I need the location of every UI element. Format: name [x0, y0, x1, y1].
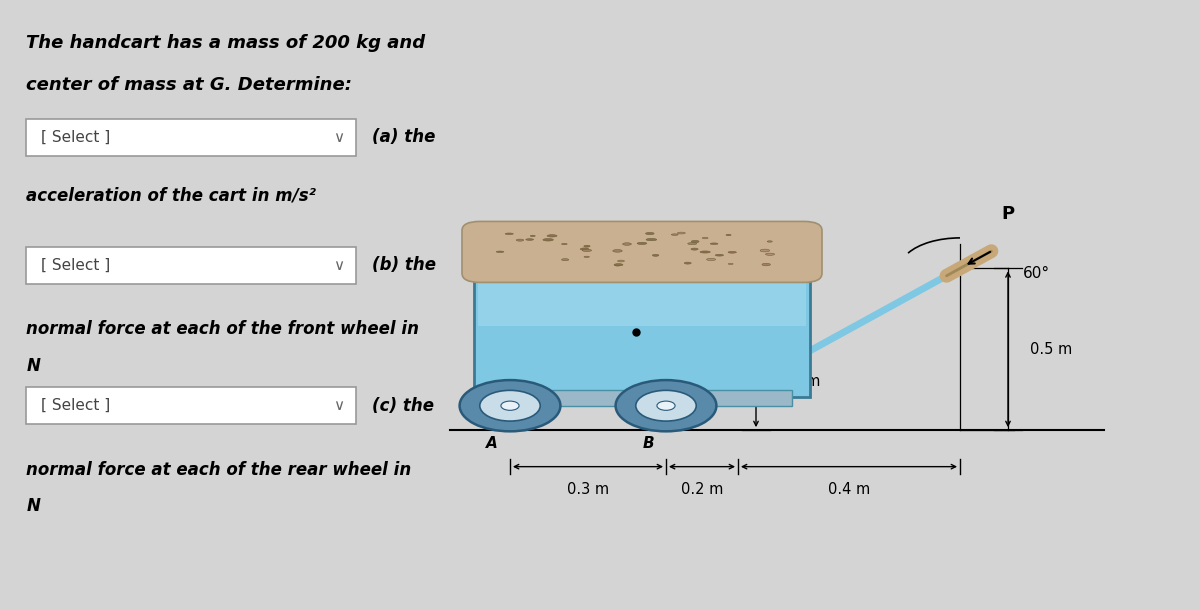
- Ellipse shape: [547, 235, 557, 237]
- Circle shape: [616, 380, 716, 431]
- Text: G: G: [600, 323, 614, 342]
- Ellipse shape: [715, 254, 724, 256]
- Text: 0.2 m: 0.2 m: [778, 374, 820, 389]
- FancyBboxPatch shape: [492, 390, 792, 406]
- Circle shape: [480, 390, 540, 421]
- Ellipse shape: [762, 264, 770, 266]
- Ellipse shape: [614, 265, 620, 266]
- Ellipse shape: [623, 243, 631, 245]
- FancyBboxPatch shape: [462, 221, 822, 282]
- Ellipse shape: [637, 242, 647, 245]
- Text: [ Select ]: [ Select ]: [41, 130, 110, 145]
- Ellipse shape: [760, 249, 769, 252]
- FancyBboxPatch shape: [26, 119, 356, 156]
- Ellipse shape: [562, 259, 569, 260]
- Ellipse shape: [614, 264, 623, 266]
- Ellipse shape: [728, 251, 737, 253]
- Ellipse shape: [653, 254, 659, 256]
- Ellipse shape: [691, 248, 698, 250]
- Ellipse shape: [707, 259, 715, 260]
- Ellipse shape: [728, 264, 733, 265]
- Ellipse shape: [618, 260, 624, 262]
- Text: normal force at each of the front wheel in: normal force at each of the front wheel …: [26, 320, 420, 339]
- Text: A: A: [486, 436, 498, 451]
- Ellipse shape: [691, 240, 700, 243]
- FancyBboxPatch shape: [478, 272, 806, 326]
- Text: N: N: [26, 357, 41, 375]
- Ellipse shape: [677, 232, 685, 234]
- Text: (c) the: (c) the: [372, 396, 434, 415]
- Ellipse shape: [688, 243, 697, 245]
- Ellipse shape: [613, 249, 623, 252]
- Text: 60°: 60°: [1022, 266, 1050, 281]
- Ellipse shape: [516, 239, 523, 241]
- Text: [ Select ]: [ Select ]: [41, 258, 110, 273]
- Ellipse shape: [584, 256, 589, 257]
- Text: The handcart has a mass of 200 kg and: The handcart has a mass of 200 kg and: [26, 34, 426, 52]
- Text: normal force at each of the rear wheel in: normal force at each of the rear wheel i…: [26, 461, 412, 479]
- Ellipse shape: [497, 251, 504, 253]
- Text: 0.5 m: 0.5 m: [1030, 342, 1072, 357]
- Ellipse shape: [710, 243, 718, 245]
- Circle shape: [636, 390, 696, 421]
- Circle shape: [460, 380, 560, 431]
- Circle shape: [656, 401, 676, 411]
- Ellipse shape: [700, 251, 710, 253]
- Ellipse shape: [542, 239, 553, 241]
- Ellipse shape: [584, 245, 590, 247]
- Text: ∨: ∨: [334, 130, 344, 145]
- Ellipse shape: [702, 237, 708, 239]
- Text: P: P: [1002, 204, 1014, 223]
- Ellipse shape: [684, 262, 691, 264]
- Ellipse shape: [766, 253, 774, 256]
- Text: (a) the: (a) the: [372, 128, 436, 146]
- Ellipse shape: [581, 248, 589, 250]
- FancyBboxPatch shape: [26, 247, 356, 284]
- Text: center of mass at G. Determine:: center of mass at G. Determine:: [26, 76, 353, 95]
- Ellipse shape: [726, 234, 731, 235]
- Text: 0.4 m: 0.4 m: [828, 482, 870, 497]
- Text: 0.3 m: 0.3 m: [566, 482, 610, 497]
- Text: 0.2 m: 0.2 m: [680, 482, 724, 497]
- Circle shape: [500, 401, 520, 411]
- Ellipse shape: [646, 232, 654, 235]
- Ellipse shape: [646, 239, 656, 241]
- Text: B: B: [642, 436, 654, 451]
- Text: ∨: ∨: [334, 398, 344, 413]
- Text: [ Select ]: [ Select ]: [41, 398, 110, 413]
- Ellipse shape: [582, 249, 592, 251]
- Text: acceleration of the cart in m/s²: acceleration of the cart in m/s²: [26, 186, 317, 204]
- Text: (b) the: (b) the: [372, 256, 436, 274]
- Ellipse shape: [526, 239, 534, 240]
- FancyBboxPatch shape: [26, 387, 356, 424]
- Text: ∨: ∨: [334, 258, 344, 273]
- Ellipse shape: [767, 241, 773, 242]
- Text: N: N: [26, 497, 41, 515]
- Ellipse shape: [530, 235, 535, 237]
- FancyBboxPatch shape: [474, 268, 810, 396]
- Ellipse shape: [562, 243, 568, 245]
- Ellipse shape: [671, 234, 678, 235]
- Ellipse shape: [505, 233, 514, 235]
